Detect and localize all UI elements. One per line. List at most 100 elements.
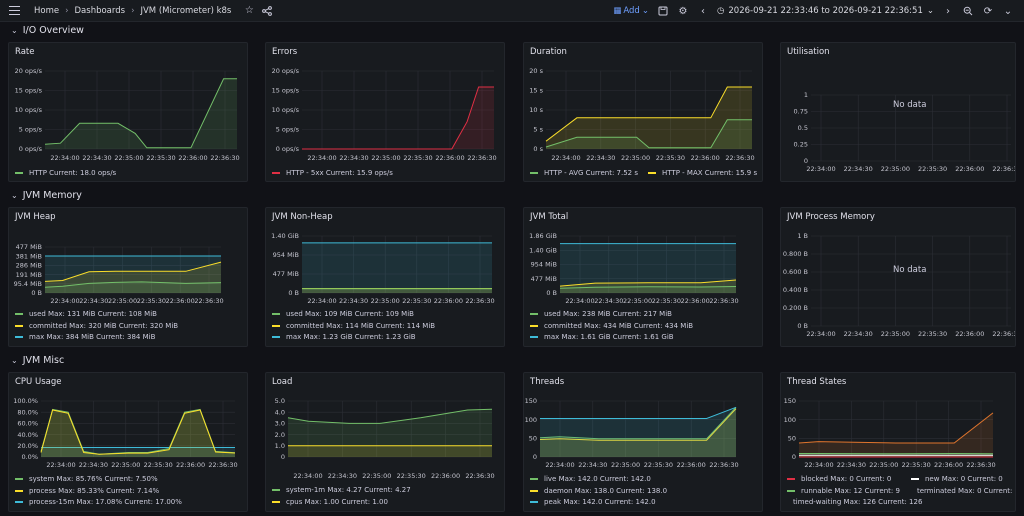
y-tick-label: 381 MiB: [16, 252, 42, 260]
legend-swatch: [15, 478, 23, 480]
x-tick-label: 22:35:00: [621, 154, 650, 162]
panel-errors[interactable]: 0 ops/s 5 ops/s 10 ops/s 15 ops/s 20 ops/s 22…: [265, 42, 505, 182]
panel-title: Thread States: [787, 377, 847, 387]
panel-title: JVM Heap: [15, 212, 56, 222]
add-button[interactable]: ▦ Add ⌄: [613, 6, 649, 16]
legend-label: max Max: 1.23 GiB Current: 1.23 GiB: [286, 333, 416, 341]
x-tick-label: 22:34:00: [50, 297, 79, 305]
breadcrumb-home[interactable]: Home: [34, 5, 60, 16]
x-tick-label: 22:36:00: [176, 461, 205, 469]
chevron-down-icon[interactable]: ⌄: [1003, 5, 1013, 17]
legend-item[interactable]: HTTP - 5xx Current: 15.9 ops/s: [272, 169, 393, 177]
series-area-peak: [540, 407, 736, 457]
settings-gear-icon[interactable]: ⚙: [678, 5, 688, 17]
legend-swatch: [15, 313, 23, 315]
x-tick-label: 22:36:30: [465, 297, 494, 305]
legend-swatch: [911, 478, 919, 480]
x-tick-label: 22:36:00: [691, 154, 720, 162]
x-tick-label: 22:36:00: [435, 154, 464, 162]
legend-item[interactable]: max Max: 1.23 GiB Current: 1.23 GiB: [272, 333, 435, 341]
zoom-out-icon[interactable]: [962, 5, 974, 17]
y-tick-label: 15 ops/s: [15, 87, 43, 95]
time-range-picker[interactable]: ◷ 2026-09-21 22:33:46 to 2026-09-21 22:3…: [717, 6, 934, 16]
panel-jvm-total[interactable]: 0 B 477 MiB 954 MiB 1.40 GiB 1.86 GiB 22:34:0…: [523, 207, 763, 347]
legend-item[interactable]: committed Max: 434 MiB Current: 434 MiB: [530, 322, 693, 330]
row-title: I/O Overview: [22, 25, 84, 36]
x-tick-label: 22:34:00: [50, 154, 79, 162]
legend-item[interactable]: cpus Max: 1.00 Current: 1.00: [272, 498, 411, 506]
x-tick-label: 22:34:00: [806, 330, 835, 338]
legend-item[interactable]: process Max: 85.33% Current: 7.14%: [15, 487, 182, 495]
legend-item[interactable]: HTTP - MAX Current: 15.9 s: [648, 169, 757, 177]
legend-item[interactable]: peak Max: 142.0 Current: 142.0: [530, 498, 667, 506]
legend-item[interactable]: runnable Max: 12 Current: 9: [787, 487, 907, 495]
legend-item[interactable]: new Max: 0 Current: 0: [911, 475, 1011, 483]
panel-title: JVM Process Memory: [787, 212, 875, 222]
x-tick-label: 22:34:30: [594, 297, 623, 305]
breadcrumb-dashboards[interactable]: Dashboards: [74, 5, 126, 16]
series-line-committed: [559, 279, 737, 287]
row-jvm-memory[interactable]: ⌄ JVM Memory: [11, 190, 82, 201]
save-icon[interactable]: [657, 5, 669, 17]
legend-item[interactable]: daemon Max: 138.0 Current: 138.0: [530, 487, 667, 495]
series-line-http-max: [545, 86, 752, 142]
x-tick-label: 22:36:30: [725, 154, 754, 162]
panel-jvm-non-heap[interactable]: 0 B 477 MiB 954 MiB 1.40 GiB 22:34:00 22:34:3…: [265, 207, 505, 347]
y-tick-label: 1 B: [797, 232, 808, 240]
y-tick-label: 5 ops/s: [276, 126, 300, 134]
panel-cpu-usage[interactable]: 0.0% 20.0% 40.0% 60.0% 80.0% 100.0% 22:34:00 22…: [8, 372, 248, 512]
series-line-daemon: [539, 408, 737, 441]
legend-item[interactable]: max Max: 1.61 GiB Current: 1.61 GiB: [530, 333, 693, 341]
panel-utilisation[interactable]: 0 0.25 0.5 0.75 1 22:34:00 22:34:30 22:35:00 22:…: [780, 42, 1016, 182]
legend-item[interactable]: blocked Max: 0 Current: 0: [787, 475, 907, 483]
legend-item[interactable]: system Max: 85.76% Current: 7.50%: [15, 475, 182, 483]
series-area-http: [45, 78, 237, 149]
panel-rate[interactable]: 0 ops/s 5 ops/s 10 ops/s 15 ops/s 20 ops/s 22…: [8, 42, 248, 182]
legend-item[interactable]: process-15m Max: 17.08% Current: 17.00%: [15, 498, 182, 506]
panel-jvm-process-memory[interactable]: 0 B 0.200 B 0.400 B 0.600 B 0.800 B 1 B 22:34:…: [780, 207, 1016, 347]
y-tick-label: 0: [281, 453, 285, 461]
y-tick-label: 60.0%: [17, 420, 38, 428]
panel-load[interactable]: 0 1.0 2.0 3.0 4.0 5.0 22:34:00 22:34:30 22:35:00…: [265, 372, 505, 512]
y-tick-label: 0.600 B: [783, 268, 808, 276]
legend-item[interactable]: timed-waiting Max: 126 Current: 126: [787, 498, 922, 506]
star-icon[interactable]: ☆: [244, 5, 254, 16]
legend-swatch: [787, 489, 795, 492]
panel-jvm-heap[interactable]: 0 B 95.4 MiB 191 MiB 286 MiB 381 MiB 477 MiB 2…: [8, 207, 248, 347]
legend-item[interactable]: max Max: 384 MiB Current: 384 MiB: [15, 333, 178, 341]
panel-threads[interactable]: 0 50 100 150 22:34:00 22:34:30 22:35:00 22:35:3…: [523, 372, 763, 512]
legend-label: system-1m Max: 4.27 Current: 4.27: [286, 486, 411, 494]
share-icon[interactable]: [261, 5, 273, 17]
series-area-committed: [302, 288, 492, 293]
y-tick-label: 0: [804, 157, 808, 165]
panel-duration[interactable]: 0 s 5 s 10 s 15 s 20 s 22:34:00 22:34:30 22:35:…: [523, 42, 763, 182]
legend-item[interactable]: HTTP - AVG Current: 7.52 s: [530, 169, 638, 177]
legend-label: terminated Max: 0 Current: 0: [917, 486, 1016, 495]
x-tick-label: 22:34:00: [565, 297, 594, 305]
chart-tstates: 0 50 100 150 22:34:00 22:34:30 22:35:00 22:35:3…: [784, 397, 996, 469]
legend-item[interactable]: HTTP Current: 18.0 ops/s: [15, 169, 116, 177]
legend-swatch: [15, 336, 23, 338]
legend-label: cpus Max: 1.00 Current: 1.00: [286, 497, 388, 506]
menu-icon[interactable]: [9, 6, 20, 15]
time-back-icon[interactable]: ‹: [700, 5, 705, 17]
legend-label: used Max: 131 MiB Current: 108 MiB: [29, 310, 157, 318]
chevron-down-icon: ⌄: [11, 26, 18, 35]
refresh-icon[interactable]: ⟳: [983, 5, 993, 17]
legend-item[interactable]: live Max: 142.0 Current: 142.0: [530, 475, 667, 483]
legend-item[interactable]: used Max: 238 MiB Current: 217 MiB: [530, 310, 693, 318]
legend-item[interactable]: system-1m Max: 4.27 Current: 4.27: [272, 486, 411, 494]
y-tick-label: 20 ops/s: [272, 67, 300, 75]
y-tick-label: 2.0: [275, 431, 285, 439]
panel-title: CPU Usage: [15, 377, 62, 387]
legend-item[interactable]: committed Max: 320 MiB Current: 320 MiB: [15, 322, 178, 330]
legend-item[interactable]: used Max: 109 MiB Current: 109 MiB: [272, 310, 435, 318]
row-io-overview[interactable]: ⌄ I/O Overview: [11, 25, 84, 36]
legend-item[interactable]: committed Max: 114 MiB Current: 114 MiB: [272, 322, 435, 330]
legend-label: system Max: 85.76% Current: 7.50%: [29, 475, 158, 483]
row-jvm-misc[interactable]: ⌄ JVM Misc: [11, 355, 64, 366]
panel-thread-states[interactable]: 0 50 100 150 22:34:00 22:34:30 22:35:00 22:35:3…: [780, 372, 1016, 512]
legend-item[interactable]: terminated Max: 0 Current: 0: [911, 487, 1015, 495]
time-forward-icon[interactable]: ›: [946, 5, 950, 17]
legend-item[interactable]: used Max: 131 MiB Current: 108 MiB: [15, 310, 178, 318]
